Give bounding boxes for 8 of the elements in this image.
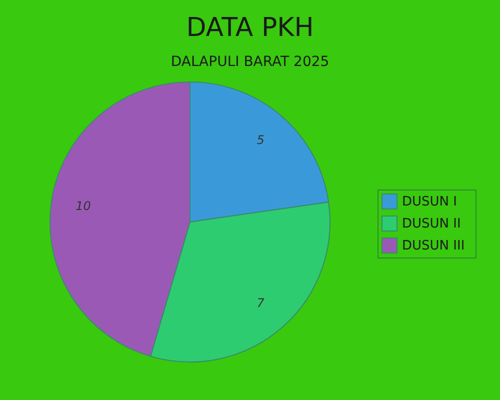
data-label: 5 (256, 132, 264, 147)
legend-label: DUSUN III (402, 238, 465, 254)
chart-subtitle: DALAPULI BARAT 2025 (170, 54, 330, 70)
chart-title: DATA PKH (186, 13, 314, 43)
data-label: 10 (76, 198, 92, 213)
legend-label: DUSUN II (402, 216, 461, 232)
legend-label: DUSUN I (402, 194, 457, 210)
data-label: 7 (256, 296, 265, 310)
